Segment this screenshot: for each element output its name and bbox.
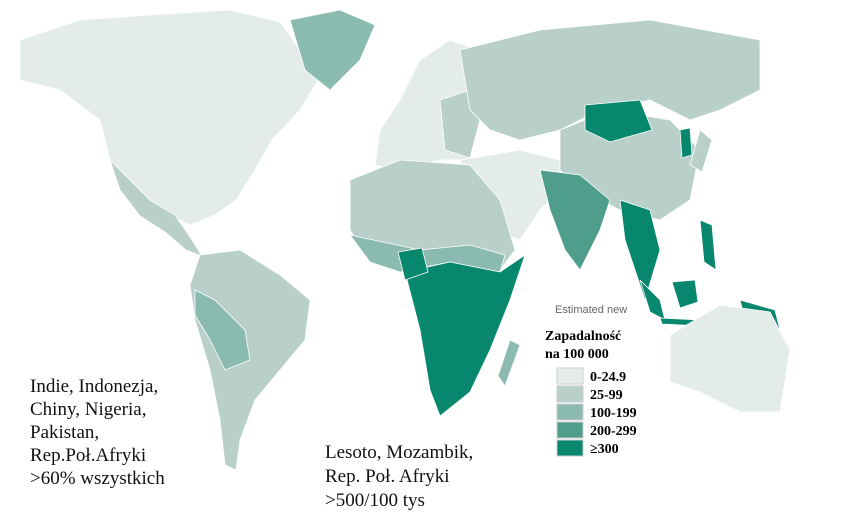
madagascar [497, 339, 521, 387]
countries [19, 9, 791, 471]
annotation-line: Rep.Poł.Afryki [30, 445, 146, 466]
annotation-line: Rep. Poł. Afryki [325, 466, 450, 487]
greenland [289, 9, 376, 91]
legend-swatch [556, 385, 584, 403]
borneo [671, 279, 699, 309]
annotation-line: >500/100 tys [325, 490, 425, 511]
nigeria [397, 247, 429, 281]
central-america [109, 159, 203, 257]
legend-label: 25-99 [590, 388, 623, 403]
legend-label: 200-299 [590, 424, 637, 439]
legend-swatch [556, 403, 584, 421]
legend: 0-24.9 25-99 100-199 200-299 ≥300 [556, 367, 637, 457]
legend-swatch [556, 439, 584, 457]
legend-label: ≥300 [590, 442, 619, 457]
legend-caption: Estimated new [555, 304, 627, 316]
annotation-line: Chiny, Nigeria, [30, 399, 146, 420]
mongolia [584, 99, 653, 143]
japan [689, 129, 713, 173]
sub-saharan-africa [404, 254, 526, 417]
legend-swatch [556, 421, 584, 439]
australia [669, 304, 791, 413]
annotation-line: Lesoto, Mozambik, [325, 442, 473, 463]
annotation-line: Pakistan, [30, 422, 99, 443]
peru-bolivia [194, 289, 251, 371]
russia [459, 19, 761, 141]
north-america [19, 9, 319, 226]
legend-title: Zapadalność [545, 329, 621, 344]
korea [679, 127, 693, 159]
legend-label: 100-199 [590, 406, 637, 421]
legend-swatch [556, 367, 584, 385]
southeast-asia [619, 199, 661, 302]
annotation-line: >60% wszystkich [30, 468, 165, 489]
indonesia-west [639, 279, 666, 321]
south-asia [539, 169, 611, 271]
philippines [699, 219, 717, 271]
legend-label: 0-24.9 [590, 370, 626, 385]
legend-title: na 100 000 [545, 347, 609, 362]
annotation-line: Indie, Indonezja, [30, 376, 158, 397]
annotations: Indie, Indonezja,Chiny, Nigeria,Pakistan… [30, 376, 473, 511]
